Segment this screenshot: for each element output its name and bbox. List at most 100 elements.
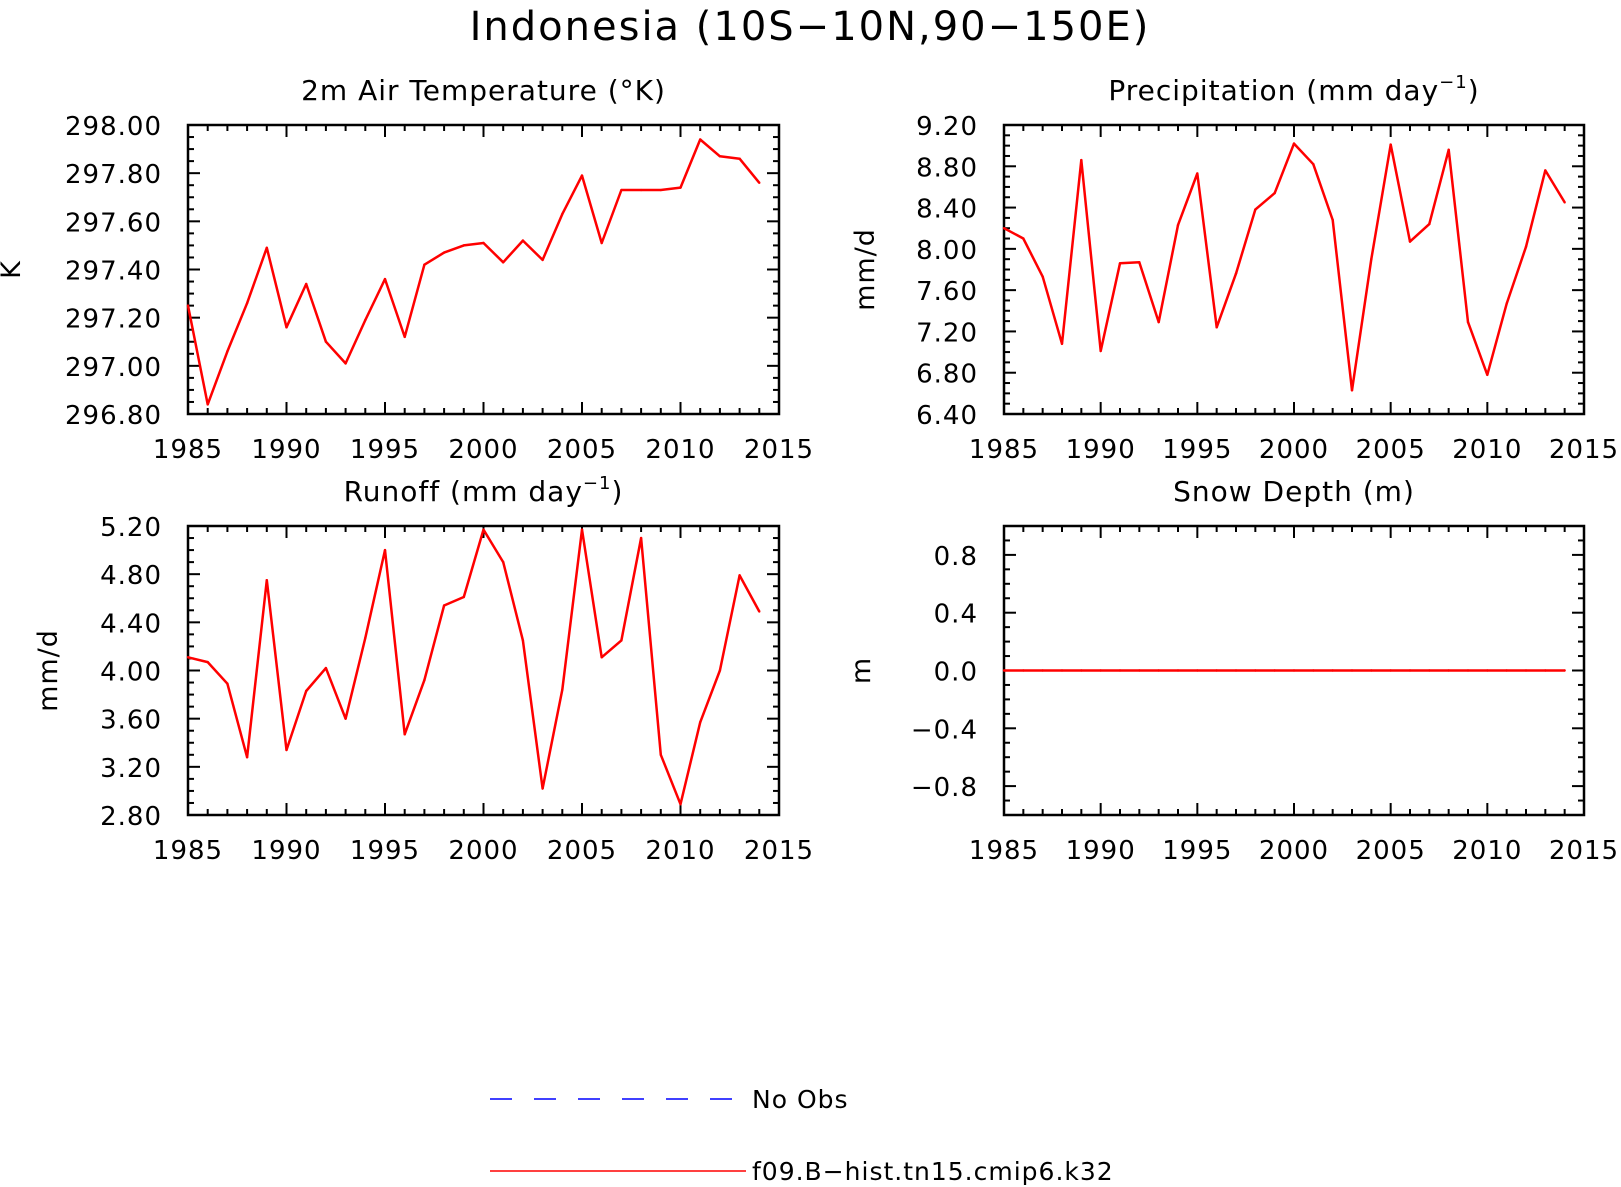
data-point <box>699 138 702 141</box>
data-point <box>186 304 190 307</box>
data-point <box>1331 669 1334 672</box>
data-point <box>1408 240 1412 243</box>
y-tick-label: 298.00 <box>65 112 162 142</box>
data-point <box>561 212 564 216</box>
y-tick-label: 297.20 <box>65 305 162 335</box>
y-tick-label: 3.20 <box>100 754 162 784</box>
data-point <box>1234 669 1238 672</box>
y-tick-label: 6.40 <box>916 401 978 431</box>
data-point <box>1138 669 1141 672</box>
data-point <box>1157 669 1160 672</box>
y-tick-label: 297.00 <box>65 353 162 383</box>
series-line <box>186 138 761 406</box>
x-tick-label: 1990 <box>1066 836 1136 866</box>
data-point <box>1370 257 1373 261</box>
data-point <box>1273 669 1276 672</box>
series-line <box>187 528 761 806</box>
data-point <box>1292 142 1296 145</box>
data-point <box>482 528 485 531</box>
panel-1: 2m Air Temperature (°K) K 1985 1990 1995 2000… <box>0 74 813 465</box>
data-point <box>265 246 268 250</box>
y-axis-label: K <box>0 260 27 279</box>
y-tick-label: 9.20 <box>916 112 978 142</box>
data-point <box>541 787 544 790</box>
x-tick-label: 2005 <box>547 836 617 866</box>
x-tick-label: 2010 <box>1452 435 1522 465</box>
data-point <box>620 188 623 192</box>
data-point <box>1041 275 1044 278</box>
data-point <box>679 186 682 189</box>
series-line <box>1003 142 1566 392</box>
panel-title-end: ) <box>611 475 623 508</box>
data-point <box>659 188 662 192</box>
data-point <box>502 560 505 564</box>
data-point <box>1118 669 1122 672</box>
data-point <box>423 678 426 682</box>
data-point <box>285 748 288 752</box>
panel-title: Precipitation (mm day−1) <box>1108 72 1479 107</box>
data-point <box>1002 227 1006 230</box>
y-tick-label: 0.0 <box>934 658 978 688</box>
panel-title-superscript: −1 <box>583 473 612 494</box>
data-point <box>1466 669 1470 672</box>
panel-2: Precipitation (mm day−1) mm/d 1985 1990 1995… <box>850 72 1618 465</box>
panels: 2m Air Temperature (°K) K 1985 1990 1995 2000… <box>0 72 1619 866</box>
data-point <box>1331 218 1334 222</box>
data-point <box>620 639 623 642</box>
x-tick-label: 2000 <box>448 435 518 465</box>
data-point <box>758 610 761 613</box>
data-point <box>1234 272 1238 275</box>
data-point <box>580 174 584 177</box>
data-point <box>482 241 485 245</box>
x-tick-label: 2000 <box>1259 435 1329 465</box>
data-point <box>541 258 544 262</box>
y-tick-label: 2.80 <box>100 802 162 832</box>
x-tick-label: 1985 <box>153 836 223 866</box>
x-tick-label: 2010 <box>1452 836 1522 866</box>
data-point <box>1118 262 1122 265</box>
data-point <box>561 688 564 691</box>
data-point <box>1176 223 1180 227</box>
data-point <box>364 636 367 640</box>
legend-model-label: f09.B−hist.tn15.cmip6.k32 <box>752 1157 1114 1186</box>
data-point <box>442 604 446 607</box>
data-point <box>1292 669 1296 672</box>
data-point <box>1486 669 1489 672</box>
panel-3: Runoff (mm day−1) mm/d 1985 1990 1995 2000 200… <box>33 473 813 866</box>
data-point <box>1022 237 1025 240</box>
data-point <box>344 717 347 720</box>
x-tick-label: 1985 <box>969 836 1039 866</box>
data-point <box>1196 669 1199 672</box>
y-tick-label: 7.20 <box>916 318 978 348</box>
data-point <box>1002 669 1006 672</box>
y-tick-label: 8.00 <box>916 236 978 266</box>
data-point <box>1389 669 1392 672</box>
data-point <box>1254 669 1257 672</box>
legend: No Obs f09.B−hist.tn15.cmip6.k32 <box>490 1085 1114 1186</box>
y-tick-label: 297.40 <box>65 257 162 287</box>
data-point <box>1080 669 1083 672</box>
x-tick-label: 1995 <box>350 435 420 465</box>
y-tick-label: 0.4 <box>934 600 978 630</box>
data-point <box>699 721 702 724</box>
data-point <box>1544 669 1547 672</box>
data-point <box>738 157 741 160</box>
data-point <box>1157 320 1160 324</box>
y-tick-label: 5.20 <box>100 513 162 543</box>
data-point <box>1370 669 1373 672</box>
data-point <box>1350 669 1354 672</box>
data-point <box>1447 148 1450 151</box>
data-point <box>718 669 722 672</box>
data-point <box>1041 669 1044 672</box>
data-point <box>1312 163 1315 166</box>
data-point <box>639 536 643 540</box>
plot-frame <box>1002 123 1586 416</box>
x-tick-label: 2000 <box>448 836 518 866</box>
data-point <box>580 528 584 531</box>
x-tick-label: 1990 <box>1066 435 1136 465</box>
x-tick-label: 2015 <box>1549 836 1619 866</box>
data-point <box>423 263 426 266</box>
x-tick-label: 1985 <box>969 435 1039 465</box>
panel-title-end: ) <box>1468 74 1480 107</box>
